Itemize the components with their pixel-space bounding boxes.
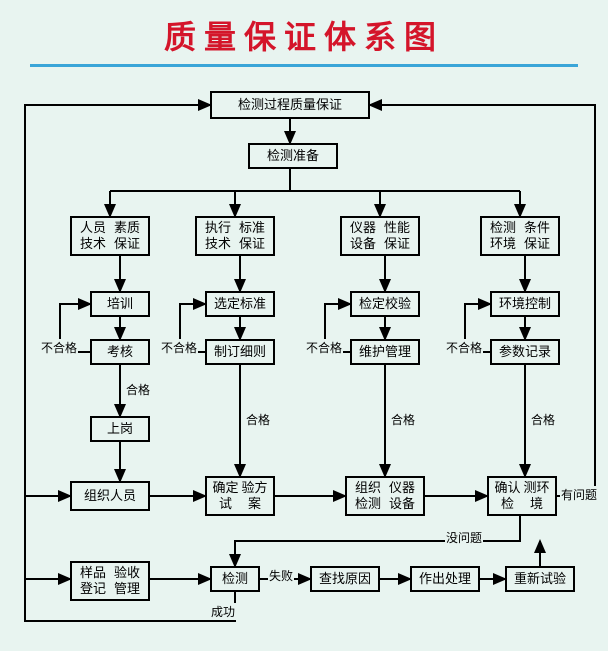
flowchart-canvas: 不合格 不合格 不合格 不合格 合格 合格 合格 合格 有问题 没问题 失败 成… bbox=[0, 81, 608, 651]
flowchart-node-p3: 检定校验 bbox=[350, 291, 420, 317]
edge-label: 合格 bbox=[125, 381, 151, 398]
edge-label: 没问题 bbox=[445, 529, 483, 546]
flowchart-node-p1: 培训 bbox=[90, 291, 150, 317]
flowchart-node-q1: 考核 bbox=[90, 339, 150, 365]
edge-label: 不合格 bbox=[40, 339, 78, 356]
flowchart-node-c4: 检测环境条件保证 bbox=[480, 216, 560, 256]
flowchart-node-t3: 作出处理 bbox=[410, 566, 480, 592]
edge-label: 合格 bbox=[390, 411, 416, 428]
page-title: 质量保证体系图 bbox=[0, 0, 608, 64]
flowchart-node-n1: 检测过程质量保证 bbox=[210, 91, 370, 119]
flowchart-node-p4: 环境控制 bbox=[490, 291, 560, 317]
edge-label: 成功 bbox=[210, 603, 236, 620]
edge-label: 有问题 bbox=[560, 486, 598, 503]
flowchart-node-p2: 选定标准 bbox=[205, 291, 275, 317]
flowchart-node-s1: 组织人员 bbox=[70, 481, 150, 511]
flowchart-node-t0: 样品登记验收管理 bbox=[70, 561, 150, 601]
flowchart-node-q2: 制订细则 bbox=[205, 339, 275, 365]
edge-label: 失败 bbox=[268, 567, 294, 584]
flowchart-node-q3: 维护管理 bbox=[350, 339, 420, 365]
flowchart-node-c1: 人员技术素质保证 bbox=[70, 216, 150, 256]
edge-label: 合格 bbox=[530, 411, 556, 428]
flowchart-node-t4: 重新试验 bbox=[505, 566, 575, 592]
flowchart-node-c3: 仪器设备性能保证 bbox=[340, 216, 420, 256]
edge-label: 不合格 bbox=[160, 339, 198, 356]
edge-label: 合格 bbox=[245, 411, 271, 428]
flowchart-node-q4: 参数记录 bbox=[490, 339, 560, 365]
edge-label: 不合格 bbox=[305, 339, 343, 356]
title-underline bbox=[30, 64, 578, 67]
edge-label: 不合格 bbox=[445, 339, 483, 356]
flowchart-node-s2: 确定试验方案 bbox=[205, 476, 275, 516]
flowchart-node-n2: 检测准备 bbox=[248, 143, 338, 169]
flowchart-node-s3: 组织检测仪器设备 bbox=[345, 476, 425, 516]
flowchart-node-r1: 上岗 bbox=[90, 416, 150, 442]
flowchart-node-t2: 查找原因 bbox=[310, 566, 380, 592]
flowchart-node-s4: 确认检测环境 bbox=[487, 476, 557, 516]
flowchart-node-c2: 执行技术标准保证 bbox=[195, 216, 275, 256]
flowchart-node-t1: 检测 bbox=[210, 566, 260, 592]
